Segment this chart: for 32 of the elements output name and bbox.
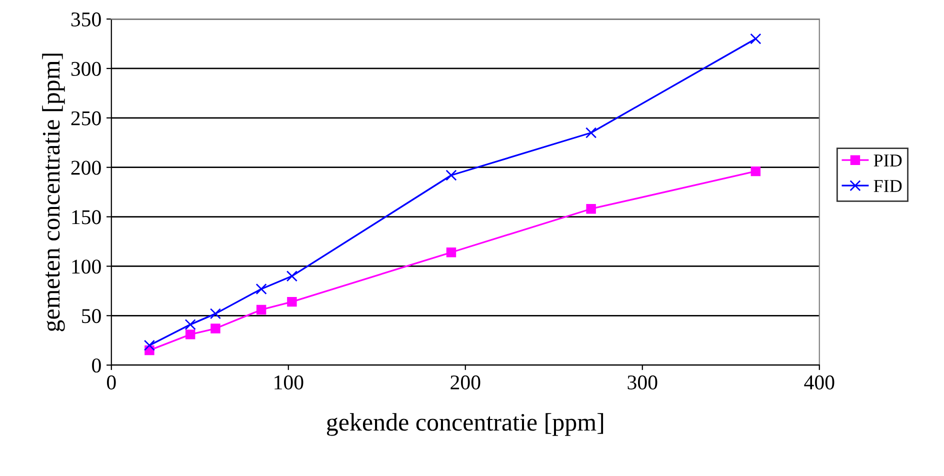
- x-tick-label: 300: [628, 375, 658, 390]
- y-tick-label: 300: [71, 62, 101, 76]
- point: [185, 330, 196, 340]
- point: [446, 248, 456, 258]
- x-tick-label: 0: [106, 375, 116, 390]
- point: [750, 166, 761, 176]
- point: [286, 270, 298, 282]
- point: [210, 308, 222, 320]
- point: [287, 296, 297, 307]
- point: [586, 127, 597, 138]
- y-tick-label: 250: [71, 111, 101, 126]
- x-axis-title: gekende concentratie [ppm]: [326, 413, 604, 436]
- y-tick-label: 50: [82, 309, 101, 324]
- y-axis-title: gemeten concentratie [ppm]: [42, 54, 65, 332]
- point: [586, 204, 596, 214]
- point: [256, 283, 267, 295]
- y-tick-label: 200: [71, 160, 101, 175]
- x-tick-label: 100: [274, 375, 304, 390]
- y-tick-label: 0: [92, 358, 101, 373]
- point: [144, 340, 156, 351]
- x-tick-label: 200: [450, 375, 480, 390]
- point: [256, 304, 266, 315]
- point: [210, 324, 220, 334]
- y-tick-label: 150: [72, 210, 101, 224]
- x-tick-label: 400: [804, 375, 834, 390]
- y-tick-label: 350: [71, 12, 101, 26]
- y-tick-label: 100: [72, 260, 101, 274]
- legend-label: PID: [874, 154, 902, 166]
- point: [750, 33, 762, 44]
- legend-label: FID: [874, 180, 902, 192]
- point: [446, 170, 457, 181]
- point: [184, 319, 196, 330]
